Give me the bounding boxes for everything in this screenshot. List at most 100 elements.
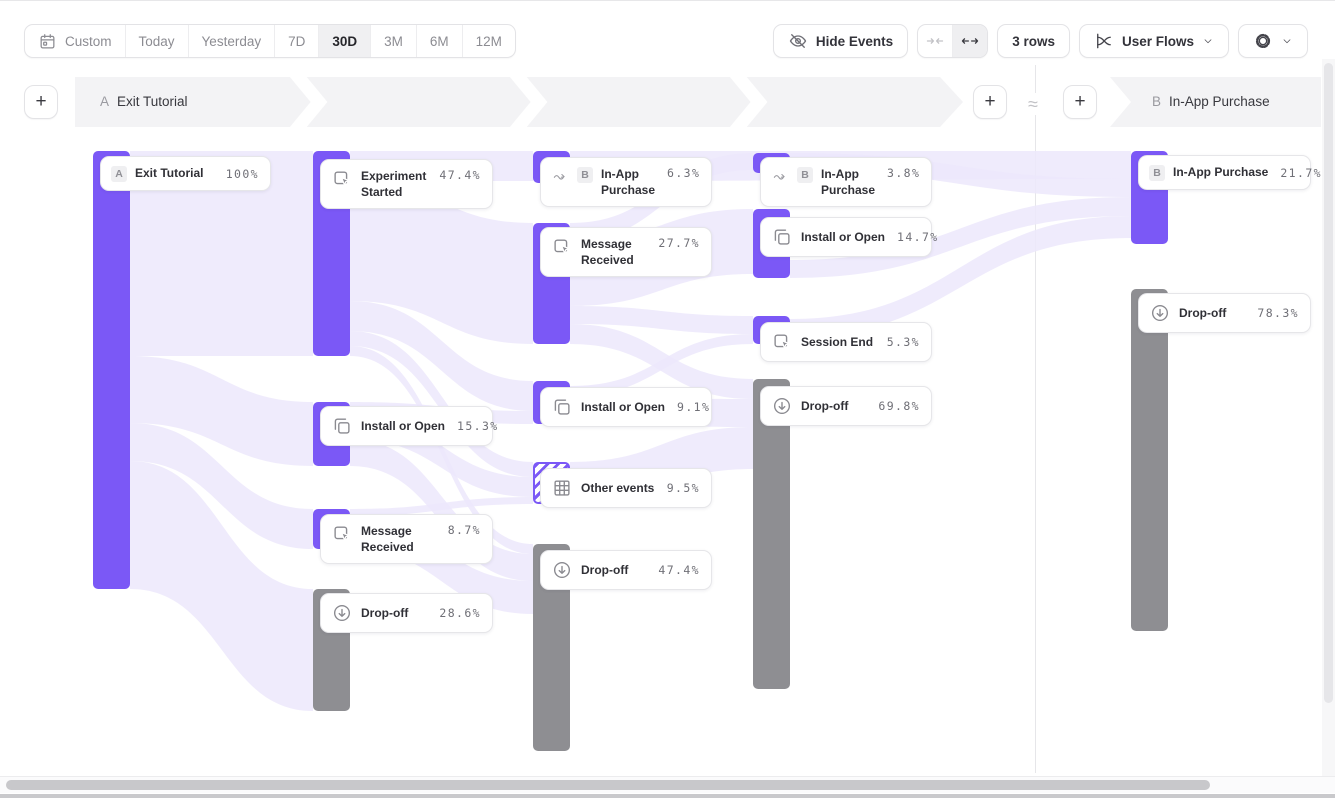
flow-node-session-end[interactable]: Session End 5.3% — [760, 322, 932, 362]
step-letter: B — [1152, 94, 1162, 109]
flow-node-drop-off[interactable]: Drop-off 69.8% — [760, 386, 932, 426]
flow-node-in-app-purchase[interactable]: B In-App Purchase 6.3% — [540, 157, 712, 208]
panel-divider — [1035, 65, 1036, 773]
hide-events-button[interactable]: Hide Events — [772, 24, 909, 58]
step-badge: B — [1149, 165, 1165, 181]
horizontal-scrollbar-thumb[interactable] — [6, 780, 1210, 790]
date-range-7d[interactable]: 7D — [275, 25, 320, 57]
node-percent: 27.7% — [658, 236, 700, 250]
node-percent: 78.3% — [1257, 306, 1299, 320]
flow-node-install-or-open[interactable]: Install or Open 14.7% — [760, 217, 937, 257]
drop-off-icon — [771, 395, 793, 417]
flow-bar-drop-off[interactable] — [1131, 289, 1168, 631]
end-step-label: B In-App Purchase — [1152, 94, 1270, 109]
vertical-scrollbar — [1322, 59, 1335, 776]
date-range-today[interactable]: Today — [126, 25, 189, 57]
copy-icon — [331, 415, 353, 437]
node-percent: 47.4% — [439, 168, 481, 182]
node-percent: 9.1% — [677, 400, 711, 414]
grid-icon — [551, 477, 573, 499]
flow-node-drop-off[interactable]: Drop-off 47.4% — [540, 550, 712, 590]
date-range-6m[interactable]: 6M — [417, 25, 463, 57]
flow-node-install-or-open[interactable]: Install or Open 9.1% — [540, 387, 712, 427]
view-selector-label: User Flows — [1121, 33, 1194, 49]
toolbar-right: Hide Events 3 rows — [772, 24, 1308, 58]
node-percent: 3.8% — [887, 166, 921, 180]
flow-node-experiment-started[interactable]: Experiment Started 47.4% — [320, 159, 493, 210]
node-percent: 8.7% — [447, 523, 481, 537]
date-range-12m[interactable]: 12M — [463, 25, 515, 57]
node-label: In-App Purchase — [601, 167, 656, 198]
node-percent: 21.7% — [1280, 165, 1322, 180]
flow-node-exit-tutorial[interactable]: A Exit Tutorial 100% — [100, 156, 271, 191]
node-label: Install or Open — [361, 418, 446, 433]
node-percent: 6.3% — [667, 166, 701, 180]
node-label: Exit Tutorial — [135, 166, 204, 181]
flows-icon — [1094, 31, 1114, 51]
node-percent: 69.8% — [878, 399, 920, 413]
chevron-down-icon — [1281, 35, 1293, 47]
node-label: Drop-off — [1179, 305, 1227, 320]
date-range-3m[interactable]: 3M — [371, 25, 417, 57]
flow-node-drop-off[interactable]: Drop-off 28.6% — [320, 593, 493, 633]
flow-node-other-events[interactable]: Other events 9.5% — [540, 468, 712, 508]
flow-bar-drop-off[interactable] — [753, 379, 790, 689]
horizontal-scrollbar — [0, 776, 1335, 793]
flow-node-message-received[interactable]: Message Received 27.7% — [540, 227, 712, 278]
eye-off-icon — [788, 31, 808, 51]
node-label: Drop-off — [581, 562, 629, 577]
node-label: Experiment Started — [361, 169, 427, 200]
toolbar: Custom Today Yesterday 7D 30D 3M 6M 12M Hide Ev… — [24, 24, 1308, 58]
flow-node-in-app-purchase[interactable]: B In-App Purchase 21.7% — [1138, 155, 1321, 190]
node-label: Message Received — [581, 237, 634, 268]
flow-node-message-received[interactable]: Message Received 8.7% — [320, 514, 493, 565]
width-toggle — [917, 24, 989, 58]
node-label: In-App Purchase — [821, 167, 876, 198]
date-range-label: 12M — [475, 33, 502, 49]
goal-arrow-icon — [771, 168, 789, 184]
drop-off-icon — [1149, 302, 1171, 324]
add-step-button-right[interactable]: + — [1063, 85, 1097, 119]
collapse-columns-button[interactable] — [918, 25, 954, 57]
flow-node-drop-off[interactable]: Drop-off 78.3% — [1138, 293, 1311, 333]
add-step-button-left[interactable]: + — [24, 85, 58, 119]
date-range-30d[interactable]: 30D — [319, 25, 372, 57]
node-label: Drop-off — [801, 398, 849, 413]
view-selector-button[interactable]: User Flows — [1078, 24, 1229, 58]
date-range-label: 7D — [288, 33, 306, 49]
chevron-down-icon — [1202, 35, 1214, 47]
cursor-click-icon — [331, 523, 353, 545]
goal-arrow-icon — [551, 168, 569, 184]
node-percent: 28.6% — [439, 606, 481, 620]
copy-icon — [551, 396, 573, 418]
flow-bar-exit-tutorial[interactable] — [93, 151, 130, 589]
arrows-collapse-icon — [925, 31, 945, 51]
gap-symbol: ≈ — [1027, 93, 1039, 115]
step-name: In-App Purchase — [1169, 94, 1270, 109]
node-label: Drop-off — [361, 605, 409, 620]
date-range-selector: Custom Today Yesterday 7D 30D 3M 6M 12M — [24, 24, 516, 58]
step-header-band — [75, 77, 1321, 129]
vertical-scrollbar-thumb[interactable] — [1324, 63, 1333, 703]
flow-node-install-or-open[interactable]: Install or Open 15.3% — [320, 406, 497, 446]
add-step-button-middle[interactable]: + — [973, 85, 1007, 119]
gear-icon — [1253, 31, 1273, 51]
node-percent: 5.3% — [886, 335, 920, 349]
settings-button[interactable] — [1238, 24, 1308, 58]
step-letter: A — [100, 94, 110, 109]
node-percent: 14.7% — [897, 230, 939, 244]
step-badge: B — [797, 167, 813, 183]
drop-off-icon — [331, 602, 353, 624]
cursor-click-icon — [551, 236, 573, 258]
node-label: In-App Purchase — [1173, 165, 1269, 180]
flow-node-in-app-purchase[interactable]: B In-App Purchase 3.8% — [760, 157, 932, 208]
node-label: Install or Open — [801, 229, 886, 244]
node-label: Other events — [581, 480, 655, 495]
expand-columns-button[interactable] — [953, 25, 988, 57]
step-badge: B — [577, 167, 593, 183]
copy-icon — [771, 226, 793, 248]
date-range-yesterday[interactable]: Yesterday — [189, 25, 276, 57]
rows-button[interactable]: 3 rows — [997, 24, 1070, 58]
node-label: Session End — [801, 334, 874, 349]
date-range-custom[interactable]: Custom — [25, 25, 126, 57]
